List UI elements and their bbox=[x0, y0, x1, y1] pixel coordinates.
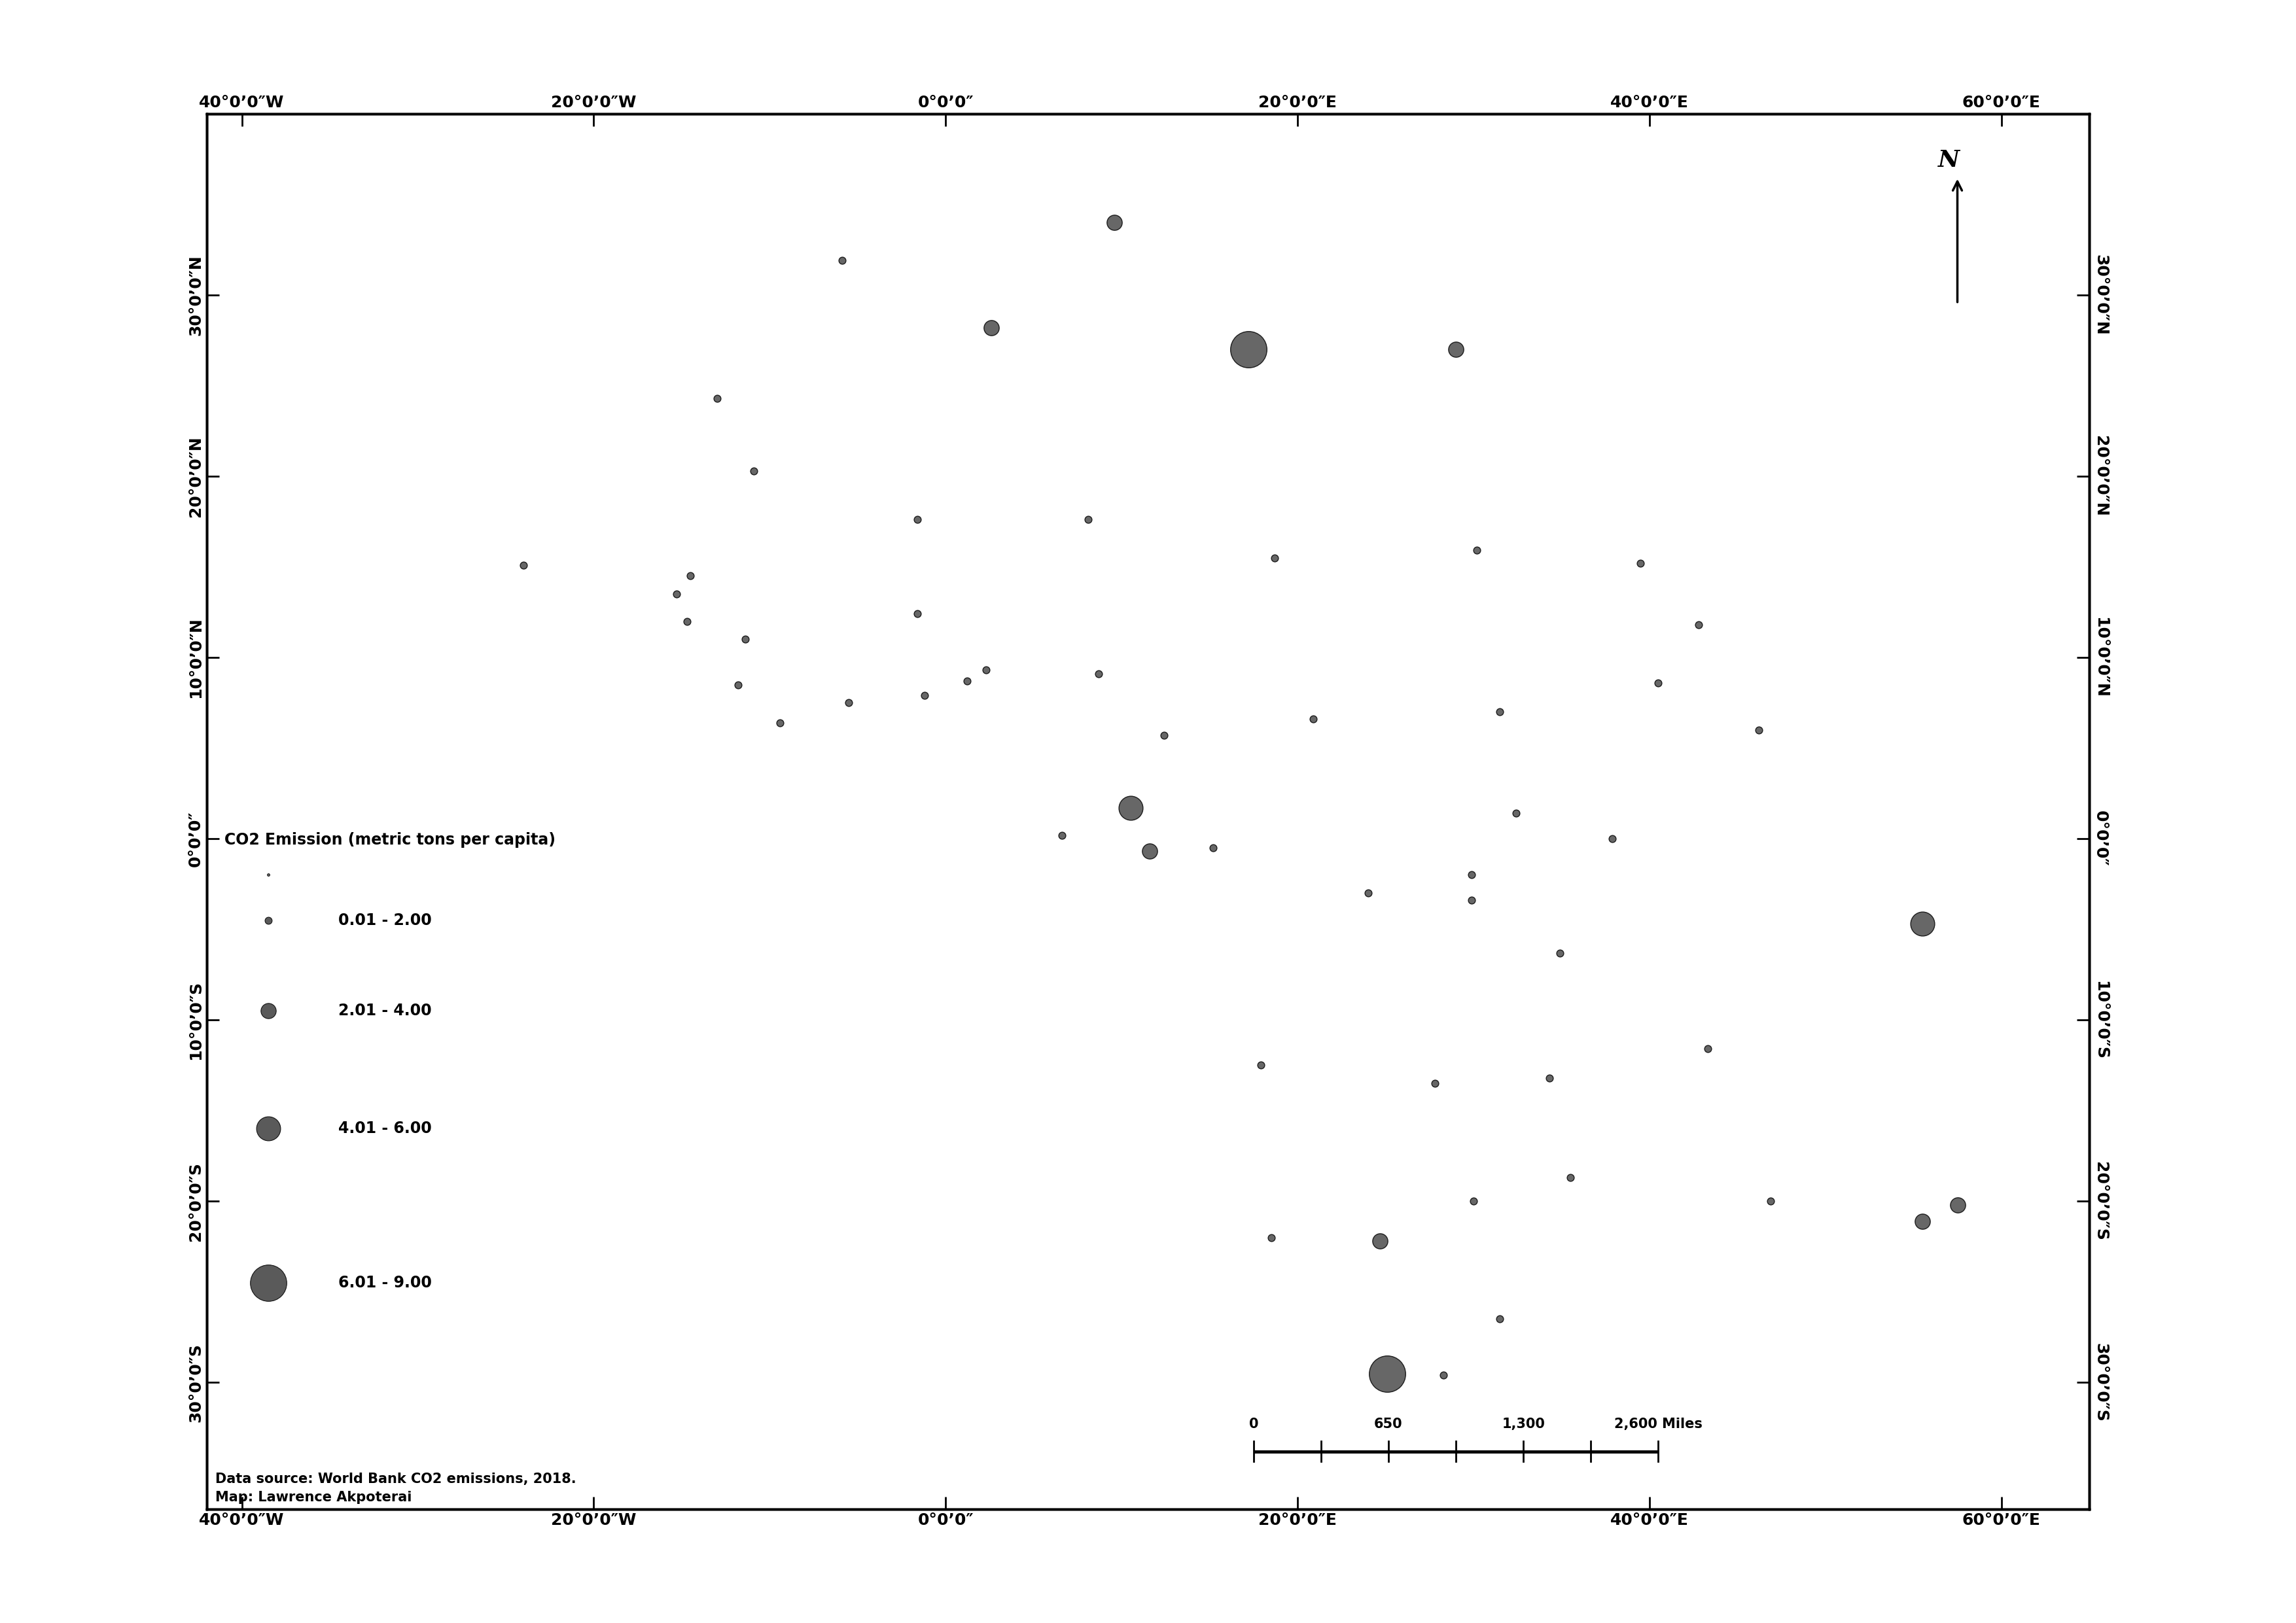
Point bbox=[1552, 1165, 1589, 1191]
Point bbox=[907, 683, 944, 709]
Text: 0: 0 bbox=[1249, 1417, 1258, 1430]
Point bbox=[719, 672, 755, 698]
Point bbox=[1903, 1208, 1940, 1233]
Text: 2,600 Miles: 2,600 Miles bbox=[1614, 1417, 1701, 1430]
Point bbox=[1481, 1307, 1518, 1332]
Point bbox=[735, 458, 771, 484]
Text: 650: 650 bbox=[1375, 1417, 1403, 1430]
Point bbox=[831, 690, 868, 716]
Point bbox=[1497, 800, 1534, 826]
Point bbox=[1481, 700, 1518, 725]
Point bbox=[1681, 612, 1717, 638]
Text: 6.01 - 9.00: 6.01 - 9.00 bbox=[338, 1276, 432, 1290]
Point bbox=[1453, 888, 1490, 914]
Text: 1,300: 1,300 bbox=[1502, 1417, 1545, 1430]
Point bbox=[1740, 717, 1777, 743]
Point bbox=[1295, 706, 1332, 732]
Text: 2.01 - 4.00: 2.01 - 4.00 bbox=[338, 1003, 432, 1019]
Point bbox=[1531, 1065, 1568, 1091]
Point bbox=[1070, 506, 1107, 532]
Point bbox=[1752, 1188, 1789, 1214]
Point bbox=[1111, 795, 1148, 821]
Point bbox=[250, 1115, 287, 1141]
Point bbox=[1903, 911, 1940, 936]
Point bbox=[1042, 823, 1079, 849]
Point bbox=[1456, 1188, 1492, 1214]
Point bbox=[1081, 661, 1118, 687]
Point bbox=[668, 609, 705, 635]
Point bbox=[1426, 1362, 1463, 1388]
Point bbox=[762, 709, 799, 735]
Point bbox=[1639, 670, 1676, 696]
Point bbox=[250, 998, 287, 1024]
Point bbox=[1231, 336, 1267, 362]
Point bbox=[1940, 1191, 1977, 1217]
Point bbox=[250, 907, 287, 933]
Point bbox=[1593, 826, 1630, 852]
Point bbox=[1690, 1035, 1727, 1061]
Point bbox=[1453, 862, 1490, 888]
Point bbox=[1541, 940, 1577, 966]
Point bbox=[1623, 550, 1660, 576]
Point bbox=[250, 1269, 287, 1295]
Text: N: N bbox=[1938, 149, 1958, 172]
Text: 4.01 - 6.00: 4.01 - 6.00 bbox=[338, 1121, 432, 1136]
Point bbox=[1132, 839, 1169, 865]
Point bbox=[659, 581, 696, 607]
Point bbox=[900, 601, 937, 626]
Text: 0.01 - 2.00: 0.01 - 2.00 bbox=[338, 912, 432, 928]
Point bbox=[1362, 1229, 1398, 1255]
Text: CO2 Emission (metric tons per capita): CO2 Emission (metric tons per capita) bbox=[225, 833, 556, 847]
Point bbox=[1242, 1052, 1279, 1078]
Point bbox=[1146, 722, 1182, 748]
Point bbox=[900, 506, 937, 532]
Point bbox=[967, 657, 1003, 683]
Point bbox=[948, 669, 985, 695]
Point bbox=[1368, 1360, 1405, 1386]
Point bbox=[1194, 834, 1231, 860]
Point bbox=[1256, 545, 1293, 571]
Point bbox=[728, 626, 765, 652]
Point bbox=[1458, 537, 1495, 563]
Text: Data source: World Bank CO2 emissions, 2018.
Map: Lawrence Akpoterai: Data source: World Bank CO2 emissions, 2… bbox=[216, 1472, 576, 1505]
Point bbox=[1350, 880, 1387, 906]
Point bbox=[250, 862, 287, 888]
Point bbox=[974, 315, 1010, 341]
Point bbox=[1417, 1071, 1453, 1097]
Point bbox=[1095, 209, 1132, 235]
Point bbox=[505, 552, 542, 578]
Point bbox=[824, 247, 861, 273]
Point bbox=[1254, 1224, 1290, 1250]
Point bbox=[1437, 336, 1474, 362]
Point bbox=[698, 385, 735, 411]
Point bbox=[673, 563, 709, 589]
